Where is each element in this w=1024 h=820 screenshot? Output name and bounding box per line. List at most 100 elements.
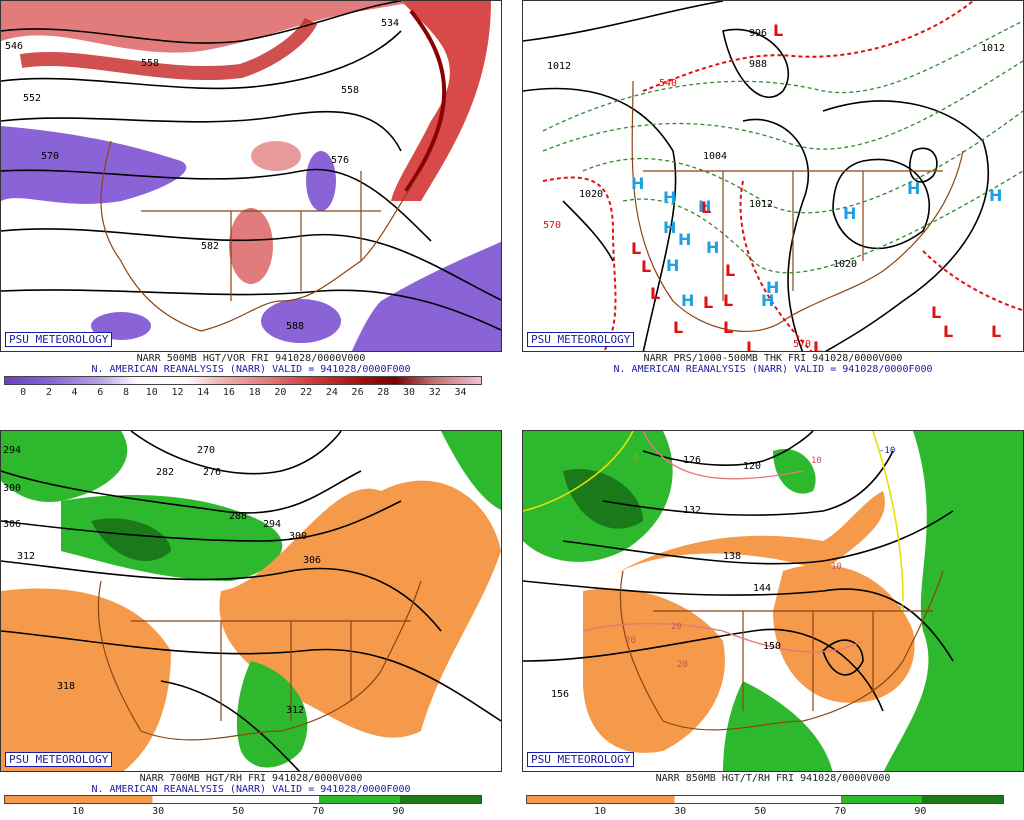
height-contours [1, 431, 501, 771]
vorticity-center-plains [229, 208, 273, 284]
isobar-label: 996 [749, 28, 767, 39]
very-moist-core [91, 518, 171, 561]
low-pressure-icon: L [650, 284, 660, 303]
high-pressure-icon: H [907, 179, 920, 198]
colorbar-tick-label: 10 [594, 806, 607, 817]
negative-vorticity-area-south [351, 241, 501, 351]
contour-label: 270 [197, 445, 215, 456]
isobar-contours [523, 1, 989, 351]
contour-label: 300 [3, 483, 21, 494]
vorticity-center-north [251, 141, 301, 171]
contour-label: 150 [763, 641, 781, 652]
isotherm-zero [523, 431, 904, 602]
isotherm-label: 10 [811, 456, 822, 466]
low-pressure-icon: L [943, 322, 953, 341]
map-500mb: 546 552 534 558 558 570 576 582 588 PSU … [0, 0, 502, 352]
dry-area-southeast [773, 564, 915, 703]
caption-valid-time: N. AMERICAN REANALYSIS (NARR) VALID = 94… [91, 784, 411, 795]
low-pressure-icon: L [813, 338, 823, 352]
negative-vorticity-gulf [261, 299, 341, 343]
thickness-contours-red [542, 1, 1023, 351]
contour-label: 126 [683, 455, 701, 466]
low-pressure-icon: L [746, 338, 756, 352]
positive-vorticity-area [1, 1, 421, 53]
isobar-label: 1012 [981, 43, 1005, 54]
low-pressure-icon: L [673, 318, 683, 337]
contour-label: 306 [303, 555, 321, 566]
colorbar-tick-label: 34 [454, 387, 467, 398]
contour-label: 546 [5, 41, 23, 52]
colorbar-tick-label: 4 [71, 387, 78, 398]
low-pressure-icon: L [703, 293, 713, 312]
psu-meteorology-badge: PSU METEOROLOGY [527, 332, 635, 347]
colorbar-tick-label: 30 [403, 387, 416, 398]
thickness-label: 570 [793, 339, 811, 350]
caption-valid-time: N. AMERICAN REANALYSIS (NARR) VALID = 94… [613, 364, 933, 375]
colorbar-tick-label: 22 [300, 387, 313, 398]
moist-area-gulf [236, 661, 308, 768]
map-borders [619, 570, 944, 731]
contour-label: 558 [341, 85, 359, 96]
low-pressure-icon: L [641, 257, 651, 276]
rh-colorbar-labels: 10 30 50 70 90 [526, 806, 1004, 820]
colorbar-tick-label: 10 [72, 806, 85, 817]
moist-area-northeast [441, 431, 501, 510]
moist-area-gulf [723, 681, 833, 771]
isobar-label: 1004 [703, 151, 727, 162]
contour-label: 312 [286, 705, 304, 716]
map-borders [100, 140, 422, 332]
contour-label-group: 126 120 132 138 144 150 156 [551, 455, 781, 700]
isotherm-label: -10 [879, 446, 895, 456]
contour-label: 318 [57, 681, 75, 692]
high-pressure-icon: H [678, 230, 691, 249]
dry-band-north [603, 491, 885, 581]
isotherm-label: 0 [633, 454, 638, 464]
high-pressure-icon: H [989, 186, 1002, 205]
caption-title: NARR 850MB HGT/T/RH FRI 941028/0000V000 [655, 773, 891, 784]
contour-label: 276 [203, 467, 221, 478]
isobar-label: 1012 [749, 199, 773, 210]
colorbar-tick-label: 0 [20, 387, 27, 398]
colorbar-tick-label: 26 [351, 387, 364, 398]
colorbar-tick-label: 18 [248, 387, 261, 398]
dry-area-central [219, 480, 501, 738]
low-pressure-icon: L [773, 21, 783, 40]
isobar-label-group: 1012 996 988 1004 1012 1020 1020 1012 [547, 28, 1005, 270]
psu-meteorology-badge: PSU METEOROLOGY [5, 752, 113, 767]
colorbar-tick-label: 8 [123, 387, 130, 398]
map-700mb: 294 300 270 282 276 288 294 300 306 312 … [0, 430, 502, 772]
contour-label: 282 [156, 467, 174, 478]
contour-label: 132 [683, 505, 701, 516]
map-700mb-graphic: 294 300 270 282 276 288 294 300 306 312 … [1, 431, 501, 771]
low-pressure-icon: L [725, 261, 735, 280]
psu-meteorology-badge: PSU METEOROLOGY [5, 332, 113, 347]
dry-area-west [1, 588, 171, 771]
contour-label: 312 [17, 551, 35, 562]
contour-label: 156 [551, 689, 569, 700]
isobar-label: 988 [749, 59, 767, 70]
moist-area-east [884, 431, 1023, 771]
low-pressure-icon: L [701, 198, 711, 217]
low-pressure-icon: L [631, 239, 641, 258]
isotherm-label: 0 [899, 604, 904, 614]
colorbar-tick-label: 10 [145, 387, 158, 398]
contour-label: 294 [263, 519, 281, 530]
contour-label: 558 [141, 58, 159, 69]
thickness-label-group: 540 570 570 [543, 78, 811, 350]
map-850mb-graphic: 126 120 132 138 144 150 156 0 10 -10 10 … [523, 431, 1023, 771]
negative-vorticity-center [306, 151, 336, 211]
isotherm-label: 10 [831, 562, 842, 572]
colorbar-tick-label: 90 [392, 806, 405, 817]
colorbar-tick-label: 50 [232, 806, 245, 817]
map-pressure-thickness: H H H H H H H H H H H H H L L L L L L L [522, 0, 1024, 352]
colorbar-tick-label: 16 [222, 387, 235, 398]
vorticity-colorbar-labels: 0 2 4 6 8 10 12 14 16 18 20 22 24 26 28 30 32 34 [4, 387, 482, 401]
vorticity-max-band [19, 17, 318, 81]
thickness-contours [542, 20, 1023, 274]
low-pressure-icon: L [931, 303, 941, 322]
colorbar-tick-label: 30 [674, 806, 687, 817]
caption-title: NARR 500MB HGT/VOR FRI 941028/0000V000 [136, 353, 366, 364]
high-pressure-icon: H [761, 291, 774, 310]
colorbar-tick-label: 70 [834, 806, 847, 817]
caption-title: NARR PRS/1000-500MB THK FRI 941028/0000V… [643, 353, 903, 364]
